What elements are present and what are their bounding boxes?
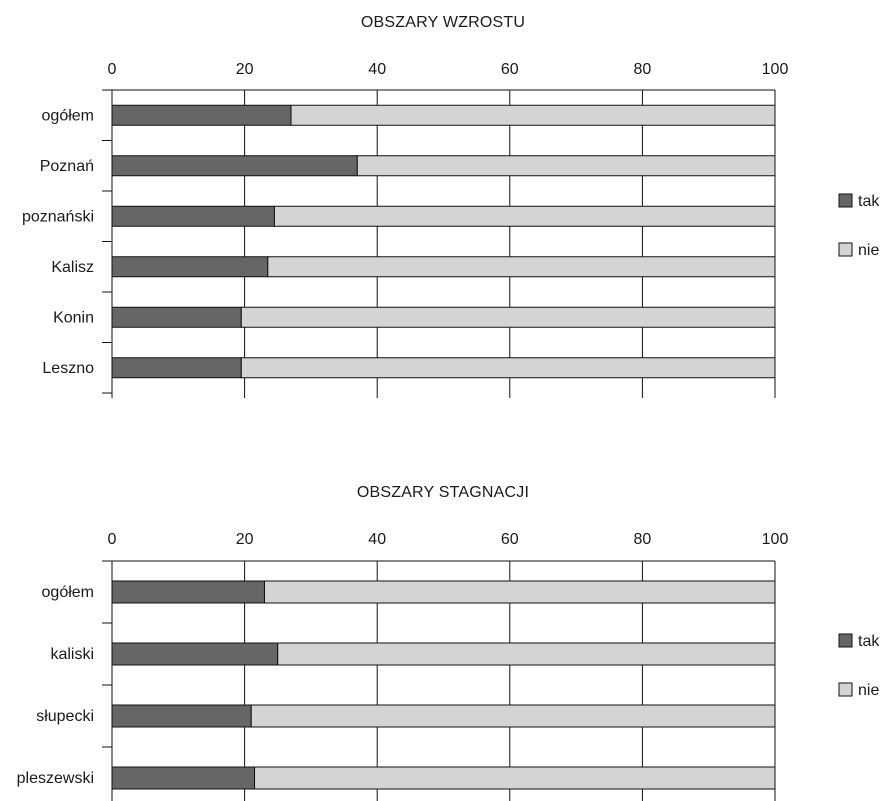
legend-label-tak: tak — [858, 193, 880, 210]
legend-swatch-tak — [838, 633, 853, 648]
legend-label-nie: nie — [858, 242, 879, 259]
bar-nie — [254, 766, 776, 790]
bar-nie — [240, 357, 776, 379]
bar-nie — [250, 704, 776, 728]
chart-title: OBSZARY WZROSTU — [361, 14, 525, 31]
bar-tak — [111, 357, 242, 379]
chart-obszary-wzrostu: OBSZARY WZROSTU 0 20 40 60 80 100 ogółem Poznań… — [22, 14, 880, 398]
category-label: Leszno — [42, 360, 94, 377]
x-tick-label: 80 — [634, 61, 652, 78]
bar-tak — [111, 766, 256, 790]
category-label: Poznań — [40, 158, 94, 175]
x-tick-label: 100 — [762, 61, 789, 78]
legend-swatch-tak — [838, 193, 853, 208]
bar-tak — [111, 704, 252, 728]
x-tick-label: 20 — [236, 61, 254, 78]
bar-nie — [290, 104, 776, 126]
bar-tak — [111, 104, 292, 126]
x-tick-label: 0 — [108, 61, 117, 78]
bar-tak — [111, 205, 275, 227]
bar-tak — [111, 642, 279, 666]
category-label: ogółem — [42, 584, 94, 601]
bar-nie — [267, 256, 776, 278]
category-label: kaliski — [50, 646, 94, 663]
bar-nie — [273, 205, 776, 227]
bar-tak — [111, 256, 269, 278]
chart-title: OBSZARY STAGNACJI — [357, 484, 529, 501]
category-label: ogółem — [42, 107, 94, 124]
legend-label-nie: nie — [858, 682, 879, 699]
bar-nie — [277, 642, 776, 666]
bar-nie — [263, 580, 776, 604]
x-tick-label: 40 — [368, 61, 386, 78]
bar-nie — [356, 155, 776, 177]
x-tick-label: 20 — [236, 531, 254, 548]
bar-nie — [240, 306, 776, 328]
category-label: Kalisz — [51, 259, 94, 276]
legend-label-tak: tak — [858, 633, 880, 650]
category-label: pleszewski — [17, 770, 94, 787]
x-tick-label: 80 — [634, 531, 652, 548]
bar-tak — [111, 155, 358, 177]
category-label: słupecki — [36, 708, 94, 725]
bar-tak — [111, 580, 265, 604]
legend-swatch-nie — [838, 682, 853, 697]
chart-obszary-stagnacji: OBSZARY STAGNACJI 0 20 40 60 80 100 ogółem kali… — [17, 484, 880, 801]
legend-swatch-nie — [838, 242, 853, 257]
category-label: poznański — [22, 208, 94, 225]
category-label: Konin — [53, 309, 94, 326]
x-tick-label: 100 — [762, 531, 789, 548]
x-tick-label: 60 — [501, 61, 519, 78]
x-tick-label: 0 — [108, 531, 117, 548]
x-tick-label: 60 — [501, 531, 519, 548]
bar-tak — [111, 306, 242, 328]
x-tick-label: 40 — [368, 531, 386, 548]
